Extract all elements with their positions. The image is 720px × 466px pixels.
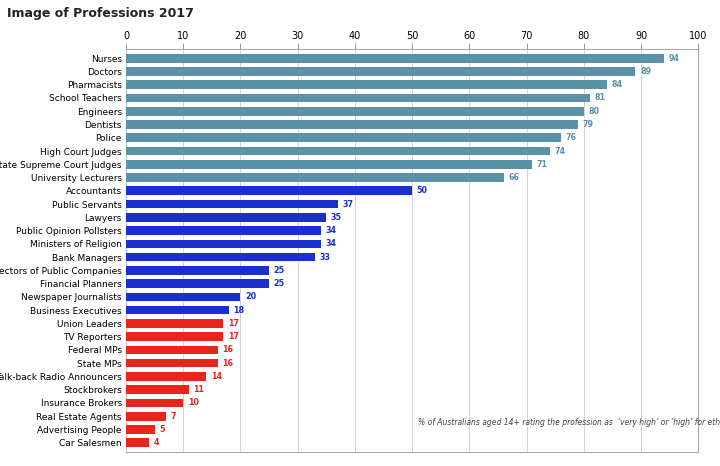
Text: 37: 37 [343, 199, 354, 209]
Bar [126, 107, 584, 116]
Text: 84: 84 [611, 80, 623, 89]
Text: 34: 34 [325, 240, 336, 248]
Bar [126, 67, 636, 76]
Text: 17: 17 [228, 332, 239, 341]
Bar [126, 240, 320, 248]
Bar [126, 425, 155, 434]
Bar [126, 332, 223, 341]
Bar [126, 306, 229, 315]
Bar [126, 372, 206, 381]
Bar [126, 94, 590, 103]
Text: 71: 71 [537, 160, 548, 169]
Text: 94: 94 [669, 54, 680, 63]
Bar [126, 398, 183, 407]
Text: 79: 79 [582, 120, 594, 129]
Text: 34: 34 [325, 226, 336, 235]
Bar [126, 293, 240, 301]
Text: 66: 66 [508, 173, 519, 182]
Text: 76: 76 [566, 133, 577, 142]
Text: 25: 25 [274, 279, 285, 288]
Text: 25: 25 [274, 266, 285, 275]
Text: % of Australians aged 14+ rating the profession as  ‘very high’ or ‘high’ for et: % of Australians aged 14+ rating the pro… [418, 418, 720, 427]
Text: 50: 50 [417, 186, 428, 195]
Text: 17: 17 [228, 319, 239, 328]
Bar [126, 319, 223, 328]
Bar [126, 133, 561, 142]
Text: 35: 35 [331, 213, 342, 222]
Bar [126, 81, 607, 89]
Text: 74: 74 [554, 146, 565, 156]
Bar [126, 54, 664, 62]
Text: 81: 81 [594, 94, 606, 103]
Text: 7: 7 [171, 412, 176, 421]
Bar [126, 160, 532, 169]
Bar [126, 200, 338, 208]
Text: 10: 10 [188, 398, 199, 407]
Bar [126, 385, 189, 394]
Text: 16: 16 [222, 345, 233, 355]
Bar [126, 226, 320, 235]
Bar [126, 253, 315, 261]
Text: 11: 11 [194, 385, 204, 394]
Text: 4: 4 [153, 438, 159, 447]
Bar [126, 173, 504, 182]
Text: 33: 33 [320, 253, 330, 261]
Text: Image of Professions 2017: Image of Professions 2017 [7, 7, 194, 20]
Bar [126, 346, 217, 354]
Bar [126, 412, 166, 420]
Bar [126, 120, 578, 129]
Bar [126, 359, 217, 368]
Bar [126, 266, 269, 274]
Bar [126, 186, 412, 195]
Text: 14: 14 [211, 372, 222, 381]
Text: 5: 5 [159, 425, 165, 434]
Bar [126, 279, 269, 288]
Bar [126, 439, 149, 447]
Text: 89: 89 [640, 67, 651, 76]
Text: 20: 20 [245, 292, 256, 302]
Text: 18: 18 [233, 306, 245, 315]
Text: 80: 80 [588, 107, 600, 116]
Text: 16: 16 [222, 359, 233, 368]
Bar [126, 213, 326, 222]
Bar [126, 147, 549, 155]
